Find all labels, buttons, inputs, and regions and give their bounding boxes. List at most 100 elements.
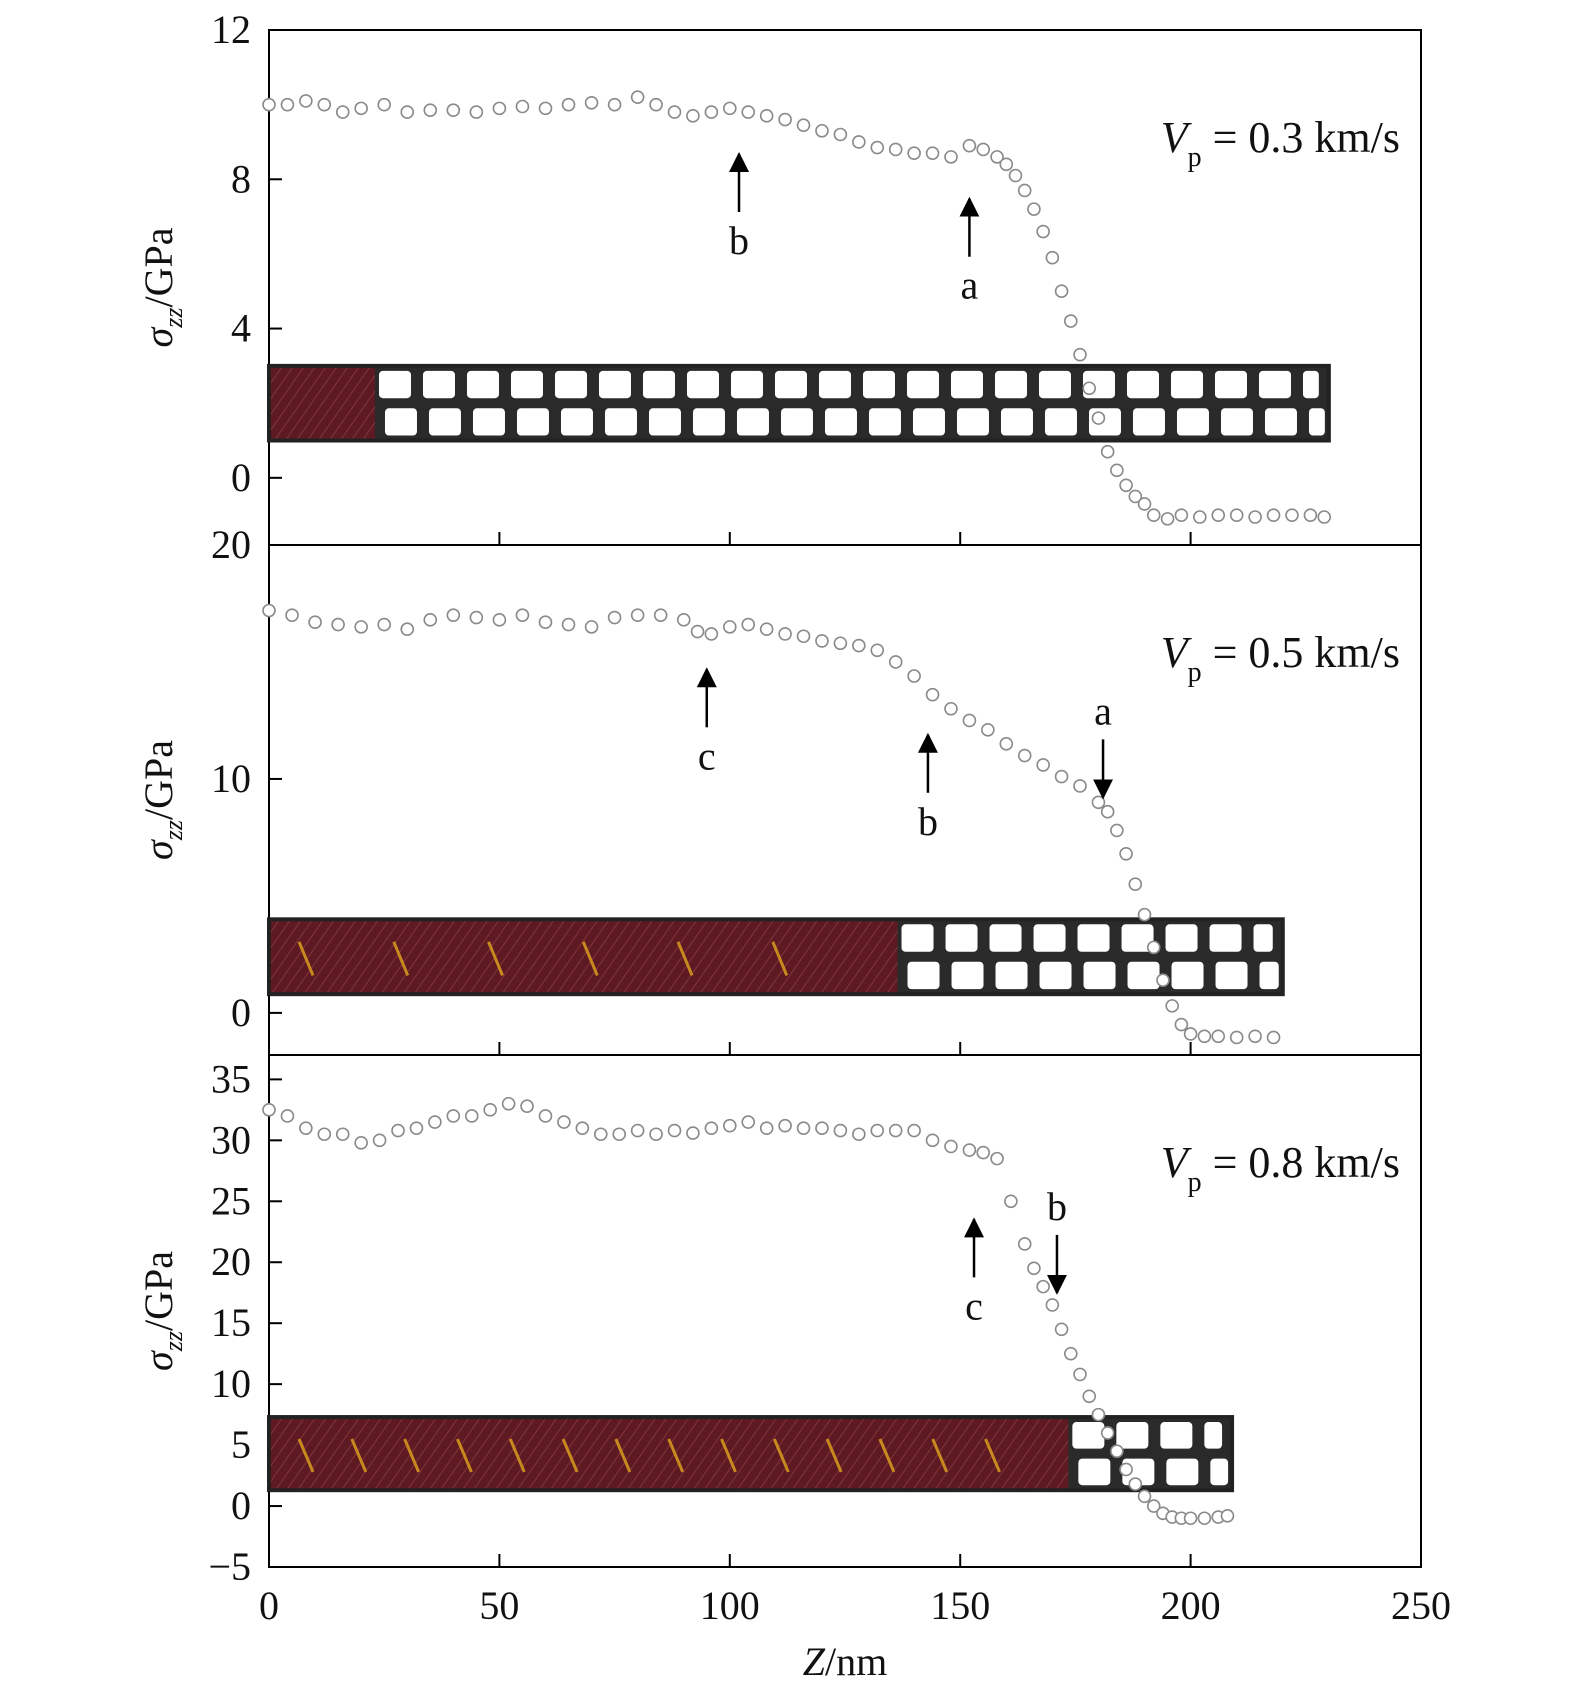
data-point bbox=[667, 1123, 682, 1138]
data-point bbox=[778, 627, 792, 641]
grain bbox=[868, 408, 901, 436]
grain bbox=[648, 408, 681, 436]
grain bbox=[1214, 370, 1247, 399]
data-point bbox=[722, 1118, 737, 1133]
data-point bbox=[690, 624, 705, 639]
grain bbox=[780, 408, 813, 436]
grain bbox=[1220, 408, 1253, 436]
data-point bbox=[409, 1121, 424, 1135]
data-point bbox=[852, 638, 866, 653]
x-axis-label: Z/nm bbox=[803, 1639, 887, 1684]
data-point bbox=[1073, 779, 1087, 793]
data-point bbox=[1197, 1511, 1212, 1526]
data-point bbox=[1027, 1261, 1041, 1276]
data-point bbox=[630, 1123, 645, 1138]
twin-streak bbox=[825, 1438, 843, 1473]
annotation-label: c bbox=[698, 733, 716, 778]
y-axis-label: σzz/GPa bbox=[136, 740, 188, 860]
data-point bbox=[649, 97, 663, 112]
x-tick-label: 100 bbox=[700, 1583, 760, 1628]
y-axis-label: σzz/GPa bbox=[136, 227, 188, 347]
data-point bbox=[483, 1103, 497, 1117]
data-point bbox=[354, 1135, 368, 1150]
data-point bbox=[686, 109, 700, 123]
data-point bbox=[520, 1099, 534, 1113]
data-point bbox=[1036, 758, 1050, 772]
twin-streak bbox=[931, 1438, 949, 1473]
data-point bbox=[515, 608, 530, 622]
data-point bbox=[1137, 1489, 1152, 1504]
data-point bbox=[976, 142, 991, 157]
twin-streak bbox=[720, 1438, 737, 1473]
data-point bbox=[907, 1123, 921, 1138]
data-point bbox=[1137, 497, 1152, 511]
data-point bbox=[1248, 1029, 1262, 1044]
data-point bbox=[280, 97, 295, 112]
data-point bbox=[1017, 748, 1032, 763]
twin-streak bbox=[614, 1438, 632, 1473]
microstructure-inset bbox=[267, 917, 1285, 997]
data-point bbox=[262, 1103, 276, 1117]
data-point bbox=[575, 1121, 590, 1135]
data-point bbox=[1156, 973, 1170, 987]
data-point bbox=[925, 687, 940, 702]
data-point bbox=[1248, 510, 1262, 524]
data-point bbox=[976, 1145, 991, 1160]
data-point bbox=[981, 723, 995, 737]
inset-border bbox=[267, 1415, 1235, 1493]
grain bbox=[1308, 408, 1325, 436]
y-tick-label: −5 bbox=[208, 1544, 251, 1589]
y-tick-label: 35 bbox=[211, 1056, 251, 1101]
data-point bbox=[308, 615, 322, 630]
data-point bbox=[1220, 1509, 1235, 1523]
data-point bbox=[423, 103, 438, 118]
x-tick-label: 0 bbox=[259, 1583, 279, 1628]
data-point bbox=[1197, 1029, 1212, 1044]
grain bbox=[510, 370, 543, 399]
grain bbox=[1078, 1458, 1111, 1486]
data-point bbox=[1027, 202, 1041, 216]
data-point bbox=[778, 1118, 792, 1133]
data-point bbox=[446, 103, 461, 118]
data-point bbox=[653, 608, 668, 622]
data-point bbox=[1119, 847, 1133, 861]
data-series bbox=[262, 603, 1281, 1045]
grain bbox=[1258, 370, 1291, 399]
data-point bbox=[1266, 508, 1281, 522]
data-point bbox=[335, 105, 350, 119]
grain bbox=[736, 408, 769, 436]
twin-streak bbox=[456, 1438, 473, 1473]
data-point bbox=[1004, 1194, 1018, 1209]
data-point bbox=[262, 603, 276, 618]
twin-streak bbox=[297, 1438, 315, 1473]
data-point bbox=[1229, 508, 1244, 522]
grain bbox=[472, 408, 505, 436]
data-point bbox=[1146, 940, 1161, 955]
grain bbox=[1176, 408, 1209, 436]
annotation-label: b bbox=[918, 799, 938, 844]
grain bbox=[730, 370, 763, 399]
x-tick-label: 250 bbox=[1391, 1583, 1451, 1628]
grain bbox=[516, 408, 549, 436]
data-point bbox=[741, 617, 756, 632]
data-point bbox=[607, 610, 622, 625]
velocity-label: Vp = 0.8 km/s bbox=[1161, 1138, 1400, 1198]
data-point bbox=[607, 97, 622, 112]
twin-streak bbox=[581, 941, 599, 977]
y-tick-label: 0 bbox=[231, 990, 251, 1035]
data-point bbox=[1285, 508, 1299, 522]
data-point bbox=[1063, 1346, 1078, 1361]
twin-streak bbox=[771, 941, 789, 977]
data-point bbox=[796, 1121, 811, 1135]
grain bbox=[945, 924, 978, 952]
data-point bbox=[667, 105, 682, 119]
data-point bbox=[1146, 508, 1161, 522]
data-point bbox=[796, 629, 811, 644]
data-point bbox=[852, 1127, 866, 1142]
grain bbox=[824, 408, 857, 436]
data-point bbox=[686, 1126, 700, 1140]
data-point bbox=[833, 127, 848, 142]
data-point bbox=[944, 701, 958, 716]
data-point bbox=[561, 97, 576, 112]
data-point bbox=[888, 142, 903, 157]
